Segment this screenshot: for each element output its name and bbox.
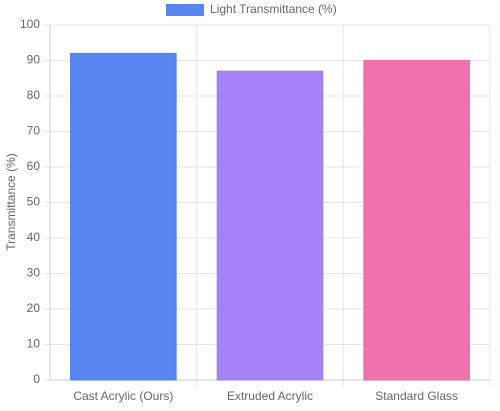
- bar: [70, 52, 177, 381]
- y-tick-label: 20: [27, 301, 41, 315]
- y-tick-label: 10: [27, 337, 41, 351]
- legend-swatch: [166, 4, 204, 16]
- x-tick-label: Extruded Acrylic: [227, 389, 313, 403]
- x-tick-label: Cast Acrylic (Ours): [73, 389, 173, 403]
- y-tick-label: 60: [27, 159, 41, 173]
- bar: [363, 60, 470, 381]
- y-tick-label: 100: [20, 17, 40, 31]
- y-axis-label: Transmittance (%): [4, 153, 18, 251]
- y-tick-label: 90: [27, 53, 41, 67]
- legend-label: Light Transmittance (%): [210, 2, 337, 16]
- y-tick-label: 40: [27, 230, 41, 244]
- x-tick-label: Standard Glass: [375, 389, 458, 403]
- y-tick-label: 30: [27, 266, 41, 280]
- y-tick-label: 0: [33, 372, 40, 386]
- bar: [216, 70, 324, 381]
- y-tick-label: 50: [27, 195, 41, 209]
- y-tick-label: 80: [27, 88, 41, 102]
- y-tick-label: 70: [27, 124, 41, 138]
